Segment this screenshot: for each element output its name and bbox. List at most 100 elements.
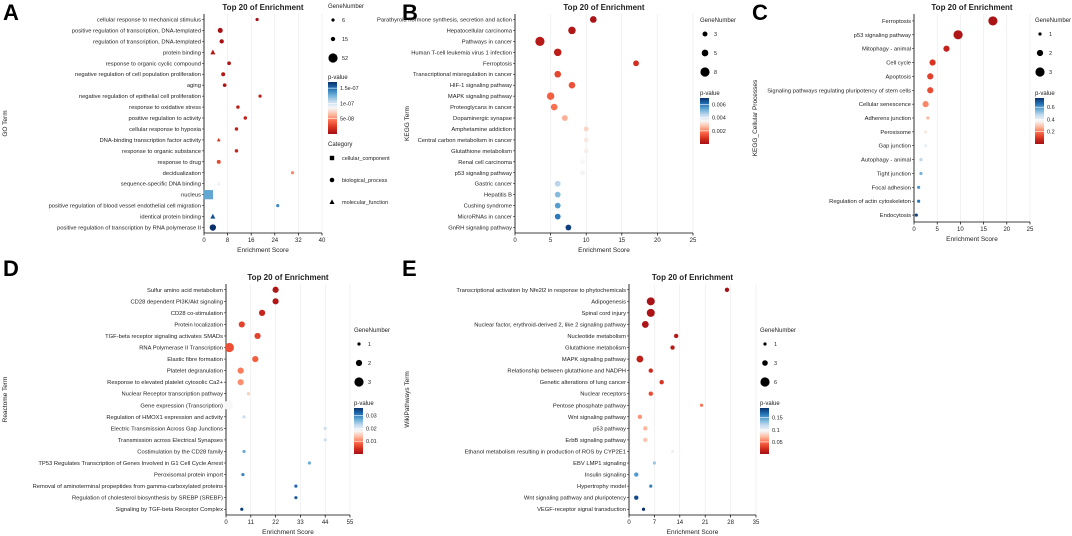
category-label: nucleus xyxy=(181,193,201,199)
category-label: Central carbon metabolism in cancer xyxy=(418,138,512,144)
size-legend-label: 3 xyxy=(714,32,717,38)
category-label: Insulin signaling xyxy=(585,473,626,479)
category-label: Regulation of HMOX1 expression and activ… xyxy=(106,415,223,421)
x-tick-label: 0 xyxy=(513,238,517,244)
category-label: response to organic cyclic compound xyxy=(106,61,201,67)
category-label: Nuclear factor, erythroid-derived 2, lik… xyxy=(474,322,626,328)
size-legend-label: 52 xyxy=(342,56,348,62)
x-tick-label: 40 xyxy=(319,238,326,244)
data-point xyxy=(641,507,646,511)
data-point xyxy=(648,368,653,373)
data-point xyxy=(929,59,936,66)
size-legend-label: 3 xyxy=(368,380,371,386)
data-point xyxy=(641,321,649,328)
category-label: MAPK signaling pathway xyxy=(562,357,626,363)
data-point xyxy=(554,202,561,209)
size-legend-dot xyxy=(763,342,767,346)
category-label: Human T-cell leukemia virus 1 infection xyxy=(411,50,512,56)
data-point xyxy=(636,355,644,363)
category-label: Focal adhesion xyxy=(872,185,911,191)
size-legend-dot xyxy=(355,359,363,367)
category-label: identical protein binding xyxy=(140,215,201,221)
color-bar xyxy=(328,82,337,134)
category-label: Wnt signaling pathway and pluripotency xyxy=(524,496,626,502)
category-label: Transcriptional misregulation in cancer xyxy=(413,72,512,78)
data-point xyxy=(652,461,657,465)
data-point xyxy=(583,126,589,132)
category-label: Protein localization xyxy=(174,322,223,328)
x-tick-label: 5 xyxy=(549,238,553,244)
x-axis-label-e: Enrichment Score xyxy=(667,529,719,536)
plot-area-e: 0 7 14 21 28 35 Transcriptional activation by … xyxy=(456,284,760,526)
x-tick-label: 5 xyxy=(936,227,940,233)
data-point xyxy=(243,116,248,120)
color-bar-label: 5e-08 xyxy=(340,117,354,123)
data-point xyxy=(222,83,227,88)
data-point xyxy=(234,127,239,131)
x-tick-label: 15 xyxy=(980,227,987,233)
category-label: negative regulation of cell population p… xyxy=(75,72,201,78)
data-point xyxy=(216,159,221,164)
category-label: HIF-1 signaling pathway xyxy=(450,83,512,89)
panel-letter-e: E xyxy=(402,256,417,281)
category-label: decidualization xyxy=(163,171,201,177)
data-point xyxy=(209,224,217,231)
data-point xyxy=(583,137,589,143)
x-tick-label: 0 xyxy=(912,227,916,233)
category-label: Signaling pathways regulating pluripoten… xyxy=(767,88,911,94)
size-legend-label: 1 xyxy=(774,342,777,348)
color-legend-title-d: p-value xyxy=(354,401,374,407)
size-legend-title-e: GeneNumber xyxy=(760,328,796,334)
category-label: Dopaminergic synapse xyxy=(453,116,512,122)
color-bar xyxy=(1035,98,1044,144)
category-label: Peroxisome xyxy=(880,130,911,136)
x-tick-label: 33 xyxy=(297,520,304,526)
color-bar-label: 0.002 xyxy=(712,129,726,135)
size-legend-dot xyxy=(760,377,770,387)
data-point-triangle xyxy=(216,181,221,186)
color-bar-label: 0.15 xyxy=(772,416,783,422)
category-label: DNA-binding transcription factor activit… xyxy=(100,138,202,144)
x-tick-label: 22 xyxy=(272,520,279,526)
category-label: TP53 Regulates Transcription of Genes In… xyxy=(38,461,223,467)
size-legend-label: 8 xyxy=(714,70,717,76)
color-bar-label: 0.1 xyxy=(772,428,780,434)
size-legend-dot xyxy=(354,377,364,387)
x-axis-label-c: Enrichment Score xyxy=(946,236,998,243)
color-bar xyxy=(700,98,709,144)
category-label: Nuclear Receptor transcription pathway xyxy=(122,392,224,398)
category-label: Response to elevated platelet cytosolic … xyxy=(107,380,223,386)
data-point xyxy=(240,507,244,511)
data-point xyxy=(670,345,675,350)
color-bar-label: 0.2 xyxy=(1047,130,1055,136)
panel-c: C Top 20 of Enrichment Enrichment Score … xyxy=(752,0,1071,243)
category-label: Renal cell carcinoma xyxy=(458,160,513,166)
chart-title-d: Top 20 of Enrichment xyxy=(247,273,329,282)
category-label: Adherens junction xyxy=(865,116,911,122)
data-point xyxy=(294,484,298,488)
legend-d: GeneNumber p-value 1 2 3 0.03 0.02 0.01 xyxy=(354,328,390,454)
x-tick-label: 11 xyxy=(248,520,255,526)
shape-legend-triangle xyxy=(329,199,335,204)
category-label: Hypertrophy model xyxy=(577,484,626,490)
color-bar xyxy=(354,408,363,454)
category-label: Glutathione metabolism xyxy=(451,149,512,155)
data-point xyxy=(927,73,934,80)
size-legend-label: 15 xyxy=(342,37,348,43)
size-legend-title-a: GeneNumber xyxy=(328,4,364,10)
data-point xyxy=(648,391,653,396)
category-label: negative regulation of epithelial cell p… xyxy=(79,94,201,100)
x-tick-label: 15 xyxy=(618,238,625,244)
y-axis-label-c: KEGG_Cellular Processes xyxy=(752,79,759,156)
category-label: Peroxisomal protein import xyxy=(154,473,223,479)
category-label: Adipogenesis xyxy=(591,299,626,305)
category-label: Signaling by TGF-beta Receptor Complex xyxy=(115,507,223,513)
data-point xyxy=(637,414,643,420)
category-label: Gap junction xyxy=(878,144,911,150)
shape-legend-label: biological_process xyxy=(342,178,387,184)
category-label: p53 pathway xyxy=(593,426,626,432)
data-point xyxy=(914,213,918,217)
category-label: CD28 dependent PI3K/Akt signaling xyxy=(131,299,224,305)
data-point xyxy=(646,297,655,306)
panel-letter-c: C xyxy=(752,0,768,25)
